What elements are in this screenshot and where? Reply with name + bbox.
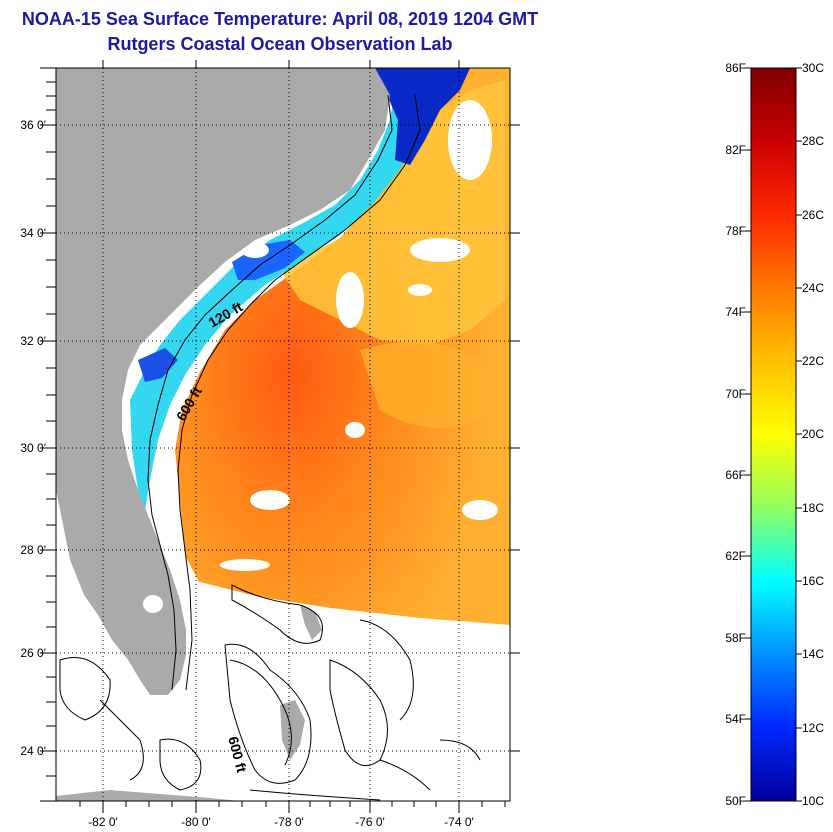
cb-label-50f: 50F bbox=[725, 794, 746, 808]
cb-label-14c: 14C bbox=[802, 647, 825, 661]
cb-label-58f: 58F bbox=[725, 631, 746, 645]
gulfstream-eddy bbox=[360, 342, 493, 428]
lat-label-34: 34 0' bbox=[20, 226, 46, 240]
cb-label-82f: 82F bbox=[725, 143, 746, 157]
contour-600ft bbox=[177, 94, 421, 691]
us-southeast-land bbox=[56, 68, 390, 695]
lat-label-32: 32 0' bbox=[20, 334, 46, 348]
lon-label-80: -80 0' bbox=[181, 815, 211, 829]
cb-label-28c: 28C bbox=[802, 134, 825, 148]
lon-label-78: -78 0' bbox=[274, 815, 304, 829]
bathymetry-contours bbox=[59, 584, 481, 801]
cb-label-12c: 12C bbox=[802, 721, 825, 735]
cb-label-66f: 66F bbox=[725, 468, 746, 482]
lat-label-28: 28 0' bbox=[20, 543, 46, 557]
lake-okeechobee bbox=[143, 595, 163, 613]
contour-120ft bbox=[147, 94, 393, 691]
southern-coastal-blue bbox=[138, 348, 178, 382]
map-title: NOAA-15 Sea Surface Temperature: April 0… bbox=[21, 9, 539, 29]
gulf-coast-water bbox=[56, 490, 150, 695]
cb-label-18c: 18C bbox=[802, 501, 825, 515]
bahamas-andros bbox=[280, 700, 305, 760]
cuba-land bbox=[56, 790, 240, 801]
cb-label-30c: 30C bbox=[802, 61, 825, 75]
cb-label-74f: 74F bbox=[725, 305, 746, 319]
lat-label-36: 36 0' bbox=[20, 118, 46, 132]
cb-label-70f: 70F bbox=[725, 387, 746, 401]
lon-label-82: -82 0' bbox=[88, 815, 118, 829]
map-subtitle: Rutgers Coastal Ocean Observation Lab bbox=[107, 34, 453, 54]
cb-label-24c: 24C bbox=[802, 281, 825, 295]
colorbar bbox=[750, 67, 797, 802]
lat-label-26: 26 0' bbox=[20, 646, 46, 660]
cb-label-78f: 78F bbox=[725, 224, 746, 238]
cb-label-86f: 86F bbox=[725, 61, 746, 75]
lon-label-74: -74 0' bbox=[444, 815, 474, 829]
cb-label-16c: 16C bbox=[802, 574, 825, 588]
colorbar-ticks bbox=[745, 67, 802, 802]
map-frame bbox=[55, 67, 511, 802]
bahamas-abaco bbox=[300, 605, 322, 640]
coastal-blue-patch bbox=[232, 240, 305, 280]
cb-label-26c: 26C bbox=[802, 208, 825, 222]
lon-label-76: -76 0' bbox=[355, 815, 385, 829]
chesapeake-cold-water bbox=[375, 68, 470, 165]
lat-label-30: 30 0' bbox=[20, 441, 46, 455]
cb-label-22c: 22C bbox=[802, 354, 825, 368]
cb-label-62f: 62F bbox=[725, 549, 746, 563]
cb-label-20c: 20C bbox=[802, 427, 825, 441]
cb-label-54f: 54F bbox=[725, 712, 746, 726]
axis-ticks bbox=[40, 60, 520, 813]
lat-label-24: 24 0' bbox=[20, 744, 46, 758]
cb-label-10c: 10C bbox=[802, 794, 825, 808]
